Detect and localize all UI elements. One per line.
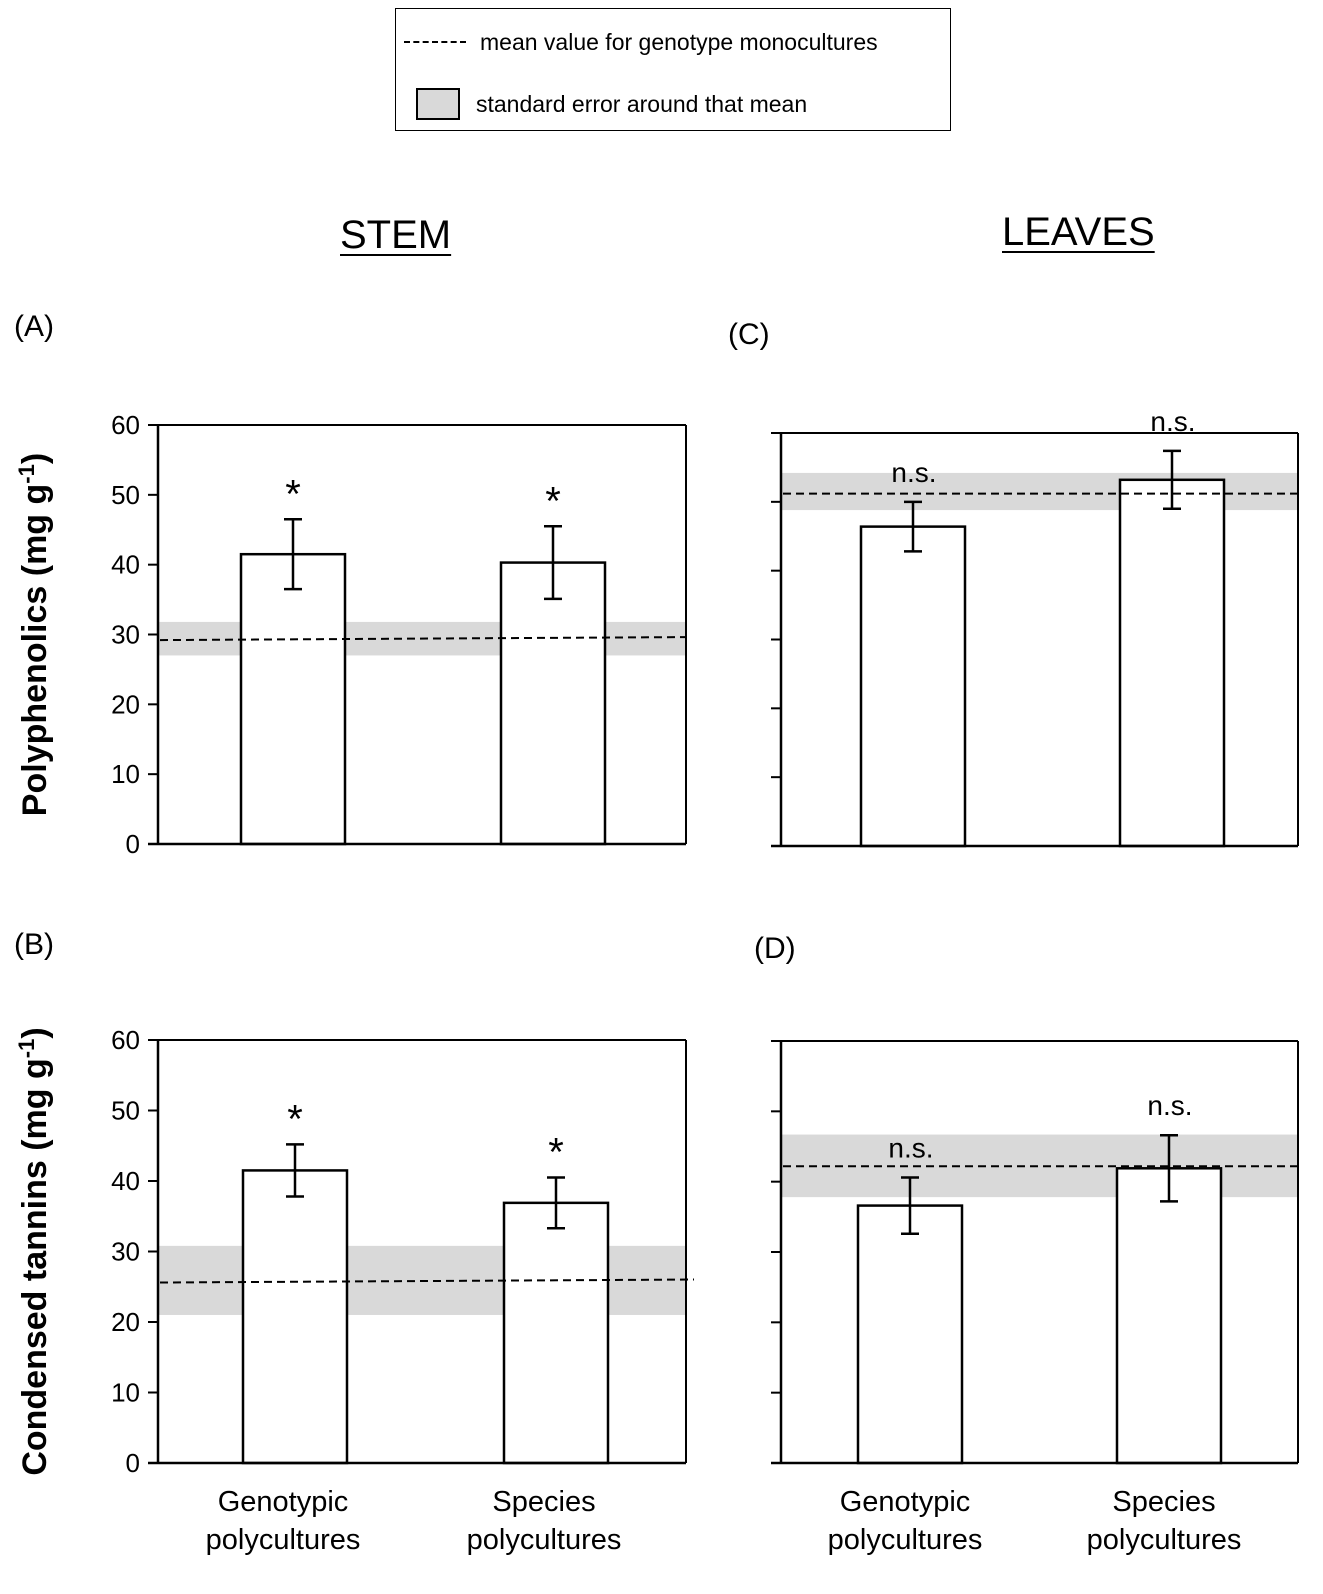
x-category-label: Genotypic (218, 1486, 349, 1518)
y-tick-label: 10 (111, 759, 140, 789)
panel-label-c: (C) (728, 318, 770, 351)
x-category-label: polycultures (1087, 1524, 1242, 1556)
y-axis-label: Polyphenolics (mg g-1) (14, 453, 54, 816)
legend-se-label: standard error around that mean (476, 90, 808, 117)
x-category-label: polycultures (467, 1524, 622, 1556)
monoculture-mean-line (159, 1278, 695, 1284)
panel-a: 0 10 20 30 40 50 60 * * Polyphenolics (mg g-1) (14, 410, 687, 859)
error-bar-1 (901, 1176, 919, 1235)
y-tick-label: 50 (111, 480, 140, 510)
bar-2 (499, 561, 607, 846)
error-bar-1 (286, 1143, 304, 1198)
y-tick-label: 0 (126, 829, 140, 859)
significance-label-1: n.s. (888, 1132, 933, 1163)
significance-label-1: n.s. (891, 457, 936, 488)
legend-item-se: standard error around that mean (396, 88, 808, 120)
bar-1 (239, 552, 347, 846)
significance-label-2: * (548, 1130, 564, 1174)
legend-item-mean: mean value for genotype monocultures (396, 27, 878, 57)
y-tick-label: 20 (111, 1307, 140, 1337)
bar-1 (859, 525, 967, 848)
significance-label-2: n.s. (1150, 406, 1195, 437)
panel-d: n.s. n.s. Genotypic polycultures Species poly… (771, 1040, 1299, 1556)
significance-label-1: * (285, 472, 301, 516)
column-title-stem: STEM (340, 213, 452, 257)
y-tick-label: 40 (111, 550, 140, 580)
significance-label-2: * (545, 479, 561, 523)
panel-label-d: (D) (754, 932, 796, 965)
panel-c: n.s. n.s. (771, 406, 1299, 848)
panel-label-b: (B) (14, 928, 54, 961)
x-category-label: polycultures (828, 1524, 983, 1556)
y-tick-label: 40 (111, 1166, 140, 1196)
significance-label-2: n.s. (1147, 1090, 1192, 1121)
y-axis-label: Condensed tannins (mg g-1) (14, 1027, 54, 1475)
x-category-label: Species (1112, 1486, 1215, 1518)
significance-label-1: * (287, 1097, 303, 1141)
y-tick-label: 30 (111, 620, 140, 650)
bar-1 (856, 1204, 964, 1465)
bar-2 (502, 1201, 610, 1465)
bar-1 (241, 1169, 349, 1465)
y-tick-label: 20 (111, 689, 140, 719)
legend-mean-label: mean value for genotype monocultures (480, 28, 878, 55)
y-tick-label: 50 (111, 1096, 140, 1126)
error-bar-1 (904, 500, 922, 553)
x-category-label: polycultures (206, 1524, 361, 1556)
dashed-line-icon (404, 41, 466, 43)
error-bar-1 (284, 518, 302, 591)
panel-b: 0 10 20 30 40 50 60 * * Genotypic polycultures Spec… (14, 1025, 695, 1556)
y-tick-label: 10 (111, 1378, 140, 1408)
y-tick-label: 30 (111, 1237, 140, 1267)
legend: mean value for genotype monocultures sta… (395, 8, 951, 131)
column-title-leaves: LEAVES (1002, 210, 1155, 254)
x-category-label: Genotypic (840, 1486, 971, 1518)
error-bar-2 (544, 525, 562, 601)
panel-label-a: (A) (14, 310, 54, 343)
y-tick-label: 60 (111, 1025, 140, 1055)
error-bar-2 (1160, 1133, 1178, 1203)
error-bar-2 (547, 1176, 565, 1230)
bar-2 (1115, 1167, 1223, 1465)
grey-swatch-icon (416, 88, 460, 120)
bar-2 (1118, 478, 1226, 848)
y-tick-label: 60 (111, 410, 140, 440)
error-bar-2 (1163, 449, 1181, 510)
y-tick-label: 0 (126, 1448, 140, 1478)
monoculture-mean-line (159, 636, 687, 642)
x-category-label: Species (492, 1486, 595, 1518)
